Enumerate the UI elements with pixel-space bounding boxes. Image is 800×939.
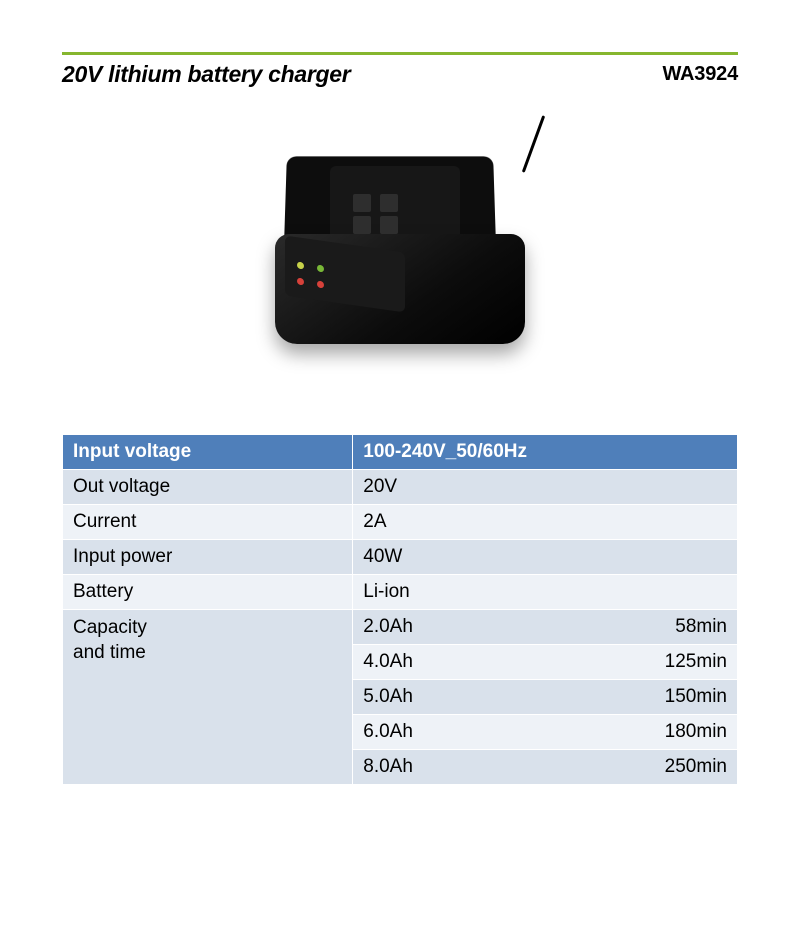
spec-label: Out voltage <box>63 470 353 505</box>
spec-value: 40W <box>353 540 738 575</box>
spec-value: Li-ion <box>353 575 738 610</box>
capacity-value: 5.0Ah 150min <box>353 680 738 715</box>
capacity-label: Capacity and time <box>63 610 353 785</box>
capacity-row: Capacity and time2.0Ah58min <box>63 610 738 645</box>
spec-header-value: 100-240V_50/60Hz <box>353 435 738 470</box>
page: 20V lithium battery charger WA3924 Input… <box>0 0 800 785</box>
capacity-label-line1: Capacity <box>73 617 147 638</box>
charger-icon <box>275 154 525 364</box>
capacity-ah: 2.0Ah <box>363 616 413 638</box>
spec-body: Out voltage20VCurrent2AInput power40WBat… <box>63 470 738 785</box>
capacity-time: 250min <box>665 756 727 778</box>
spec-label: Input power <box>63 540 353 575</box>
product-illustration <box>62 84 738 434</box>
spec-table: Input voltage 100-240V_50/60Hz Out volta… <box>62 434 738 785</box>
capacity-ah: 4.0Ah <box>363 651 413 673</box>
product-title: 20V lithium battery charger <box>62 61 350 88</box>
capacity-value: 6.0Ah 180min <box>353 715 738 750</box>
capacity-time: 150min <box>665 686 727 708</box>
capacity-value: 2.0Ah 58min <box>353 610 738 645</box>
capacity-time: 180min <box>665 721 727 743</box>
capacity-ah: 8.0Ah <box>363 756 413 778</box>
capacity-label-line2: and time <box>73 642 146 663</box>
capacity-value: 4.0Ah 125min <box>353 645 738 680</box>
spec-row: Input power40W <box>63 540 738 575</box>
spec-header-row: Input voltage 100-240V_50/60Hz <box>63 435 738 470</box>
capacity-value: 8.0Ah 250min <box>353 750 738 785</box>
spec-value: 20V <box>353 470 738 505</box>
product-model: WA3924 <box>662 63 738 86</box>
spec-header-label: Input voltage <box>63 435 353 470</box>
capacity-time: 125min <box>665 651 727 673</box>
spec-label: Current <box>63 505 353 540</box>
spec-row: Current2A <box>63 505 738 540</box>
capacity-ah: 5.0Ah <box>363 686 413 708</box>
spec-row: Out voltage20V <box>63 470 738 505</box>
spec-label: Battery <box>63 575 353 610</box>
capacity-ah: 6.0Ah <box>363 721 413 743</box>
spec-value: 2A <box>353 505 738 540</box>
header-rule <box>62 52 738 55</box>
spec-row: BatteryLi-ion <box>63 575 738 610</box>
capacity-time: 58min <box>675 616 727 638</box>
